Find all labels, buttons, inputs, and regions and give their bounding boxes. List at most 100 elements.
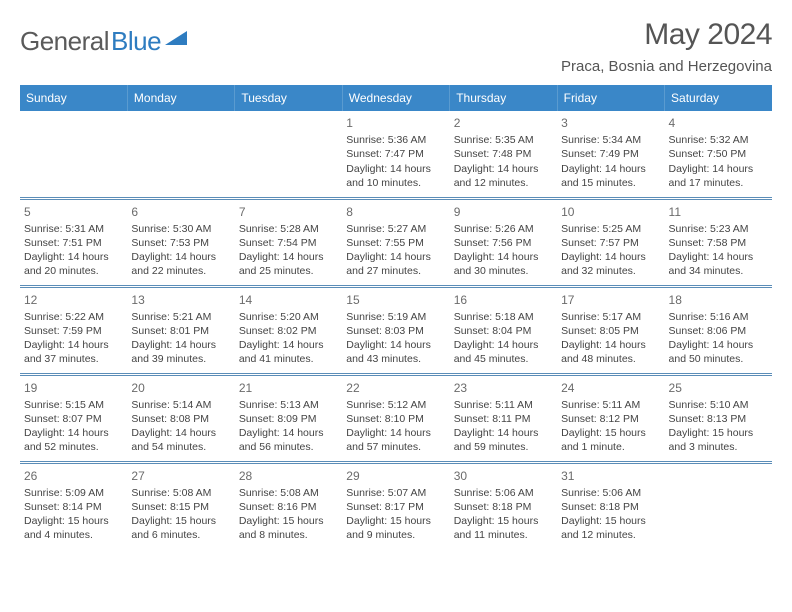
day-cell: 30Sunrise: 5:06 AMSunset: 8:18 PMDayligh…	[450, 463, 557, 549]
daylight-line-1: Daylight: 15 hours	[454, 514, 553, 528]
daylight-line-1: Daylight: 15 hours	[24, 514, 123, 528]
daylight-line-2: and 22 minutes.	[131, 264, 230, 278]
sunrise-line: Sunrise: 5:36 AM	[346, 133, 445, 147]
day-cell: 18Sunrise: 5:16 AMSunset: 8:06 PMDayligh…	[665, 287, 772, 373]
day-cell: 3Sunrise: 5:34 AMSunset: 7:49 PMDaylight…	[557, 111, 664, 197]
sunrise-line: Sunrise: 5:11 AM	[454, 398, 553, 412]
sunrise-line: Sunrise: 5:27 AM	[346, 222, 445, 236]
day-cell: 26Sunrise: 5:09 AMSunset: 8:14 PMDayligh…	[20, 463, 127, 549]
day-number: 17	[561, 292, 660, 308]
daylight-line-2: and 3 minutes.	[669, 440, 768, 454]
daylight-line-1: Daylight: 14 hours	[131, 426, 230, 440]
sunset-line: Sunset: 8:02 PM	[239, 324, 338, 338]
triangle-icon	[165, 29, 191, 54]
day-cell	[235, 111, 342, 197]
sunset-line: Sunset: 8:10 PM	[346, 412, 445, 426]
daylight-line-2: and 20 minutes.	[24, 264, 123, 278]
daylight-line-2: and 30 minutes.	[454, 264, 553, 278]
sunrise-line: Sunrise: 5:19 AM	[346, 310, 445, 324]
week-row: 26Sunrise: 5:09 AMSunset: 8:14 PMDayligh…	[20, 463, 772, 549]
day-number: 8	[346, 204, 445, 220]
day-cell: 29Sunrise: 5:07 AMSunset: 8:17 PMDayligh…	[342, 463, 449, 549]
daylight-line-2: and 10 minutes.	[346, 176, 445, 190]
weekday-header: Friday	[557, 85, 664, 111]
sunrise-line: Sunrise: 5:30 AM	[131, 222, 230, 236]
day-cell: 11Sunrise: 5:23 AMSunset: 7:58 PMDayligh…	[665, 199, 772, 285]
sunrise-line: Sunrise: 5:35 AM	[454, 133, 553, 147]
day-number: 23	[454, 380, 553, 396]
sunset-line: Sunset: 8:05 PM	[561, 324, 660, 338]
daylight-line-2: and 11 minutes.	[454, 528, 553, 542]
daylight-line-1: Daylight: 15 hours	[346, 514, 445, 528]
day-cell: 7Sunrise: 5:28 AMSunset: 7:54 PMDaylight…	[235, 199, 342, 285]
day-number: 13	[131, 292, 230, 308]
day-number: 9	[454, 204, 553, 220]
day-number: 18	[669, 292, 768, 308]
sunset-line: Sunset: 8:18 PM	[561, 500, 660, 514]
daylight-line-2: and 8 minutes.	[239, 528, 338, 542]
sunset-line: Sunset: 8:08 PM	[131, 412, 230, 426]
daylight-line-1: Daylight: 14 hours	[239, 250, 338, 264]
daylight-line-1: Daylight: 14 hours	[669, 250, 768, 264]
sunset-line: Sunset: 8:15 PM	[131, 500, 230, 514]
day-cell: 5Sunrise: 5:31 AMSunset: 7:51 PMDaylight…	[20, 199, 127, 285]
daylight-line-2: and 1 minute.	[561, 440, 660, 454]
sunset-line: Sunset: 8:11 PM	[454, 412, 553, 426]
sunset-line: Sunset: 8:01 PM	[131, 324, 230, 338]
daylight-line-1: Daylight: 14 hours	[454, 338, 553, 352]
day-number: 30	[454, 468, 553, 484]
day-cell: 24Sunrise: 5:11 AMSunset: 8:12 PMDayligh…	[557, 375, 664, 461]
sunrise-line: Sunrise: 5:11 AM	[561, 398, 660, 412]
daylight-line-2: and 59 minutes.	[454, 440, 553, 454]
daylight-line-2: and 39 minutes.	[131, 352, 230, 366]
daylight-line-2: and 4 minutes.	[24, 528, 123, 542]
sunrise-line: Sunrise: 5:34 AM	[561, 133, 660, 147]
sunset-line: Sunset: 8:09 PM	[239, 412, 338, 426]
sunset-line: Sunset: 8:04 PM	[454, 324, 553, 338]
daylight-line-1: Daylight: 14 hours	[346, 338, 445, 352]
day-number: 26	[24, 468, 123, 484]
daylight-line-1: Daylight: 14 hours	[346, 250, 445, 264]
daylight-line-2: and 27 minutes.	[346, 264, 445, 278]
weekday-header: Wednesday	[342, 85, 449, 111]
sunset-line: Sunset: 7:54 PM	[239, 236, 338, 250]
sunrise-line: Sunrise: 5:26 AM	[454, 222, 553, 236]
sunrise-line: Sunrise: 5:18 AM	[454, 310, 553, 324]
day-number: 5	[24, 204, 123, 220]
day-cell: 31Sunrise: 5:06 AMSunset: 8:18 PMDayligh…	[557, 463, 664, 549]
day-cell: 15Sunrise: 5:19 AMSunset: 8:03 PMDayligh…	[342, 287, 449, 373]
week-row: 19Sunrise: 5:15 AMSunset: 8:07 PMDayligh…	[20, 375, 772, 461]
month-title: May 2024	[561, 18, 772, 52]
sunset-line: Sunset: 7:47 PM	[346, 147, 445, 161]
day-cell	[127, 111, 234, 197]
daylight-line-2: and 52 minutes.	[24, 440, 123, 454]
page-root: GeneralBlue May 2024 Praca, Bosnia and H…	[0, 0, 792, 569]
day-number: 2	[454, 115, 553, 131]
sunrise-line: Sunrise: 5:09 AM	[24, 486, 123, 500]
day-number: 7	[239, 204, 338, 220]
day-cell: 28Sunrise: 5:08 AMSunset: 8:16 PMDayligh…	[235, 463, 342, 549]
daylight-line-2: and 43 minutes.	[346, 352, 445, 366]
day-cell: 19Sunrise: 5:15 AMSunset: 8:07 PMDayligh…	[20, 375, 127, 461]
day-number: 25	[669, 380, 768, 396]
day-number: 11	[669, 204, 768, 220]
weekday-header: Tuesday	[235, 85, 342, 111]
daylight-line-1: Daylight: 14 hours	[131, 338, 230, 352]
daylight-line-2: and 48 minutes.	[561, 352, 660, 366]
day-cell: 14Sunrise: 5:20 AMSunset: 8:02 PMDayligh…	[235, 287, 342, 373]
sunset-line: Sunset: 8:16 PM	[239, 500, 338, 514]
day-cell	[665, 463, 772, 549]
logo: GeneralBlue	[20, 18, 191, 57]
sunrise-line: Sunrise: 5:10 AM	[669, 398, 768, 412]
week-row: 12Sunrise: 5:22 AMSunset: 7:59 PMDayligh…	[20, 287, 772, 373]
logo-text-blue: Blue	[111, 26, 161, 57]
day-cell: 23Sunrise: 5:11 AMSunset: 8:11 PMDayligh…	[450, 375, 557, 461]
day-number: 4	[669, 115, 768, 131]
sunrise-line: Sunrise: 5:17 AM	[561, 310, 660, 324]
day-number: 16	[454, 292, 553, 308]
sunrise-line: Sunrise: 5:21 AM	[131, 310, 230, 324]
day-number: 31	[561, 468, 660, 484]
day-number: 1	[346, 115, 445, 131]
week-row: 1Sunrise: 5:36 AMSunset: 7:47 PMDaylight…	[20, 111, 772, 197]
day-number: 6	[131, 204, 230, 220]
